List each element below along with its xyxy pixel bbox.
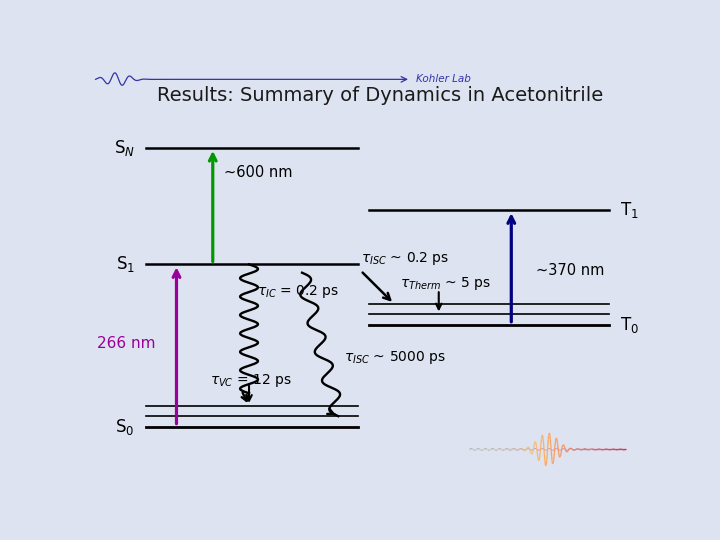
Text: $\tau_{Therm}$ ~ 5 ps: $\tau_{Therm}$ ~ 5 ps xyxy=(400,275,491,292)
Text: $\tau_{IC}$ = 0.2 ps: $\tau_{IC}$ = 0.2 ps xyxy=(258,283,339,300)
Text: S$_0$: S$_0$ xyxy=(115,416,135,436)
Text: Kohler Lab: Kohler Lab xyxy=(416,75,472,84)
Text: ~600 nm: ~600 nm xyxy=(224,165,292,180)
Text: Results: Summary of Dynamics in Acetonitrile: Results: Summary of Dynamics in Acetonit… xyxy=(157,86,603,105)
Text: S$_1$: S$_1$ xyxy=(115,254,135,274)
Text: $\tau_{ISC}$ ~ 0.2 ps: $\tau_{ISC}$ ~ 0.2 ps xyxy=(361,249,449,267)
Text: 266 nm: 266 nm xyxy=(97,336,156,351)
Text: $\tau_{ISC}$ ~ 5000 ps: $\tau_{ISC}$ ~ 5000 ps xyxy=(344,349,446,367)
Text: T$_1$: T$_1$ xyxy=(620,200,639,220)
Text: T$_0$: T$_0$ xyxy=(620,315,639,335)
Text: S$_N$: S$_N$ xyxy=(114,138,135,158)
Text: $\tau_{VC}$ = 12 ps: $\tau_{VC}$ = 12 ps xyxy=(210,372,292,389)
Text: ~370 nm: ~370 nm xyxy=(536,263,605,278)
